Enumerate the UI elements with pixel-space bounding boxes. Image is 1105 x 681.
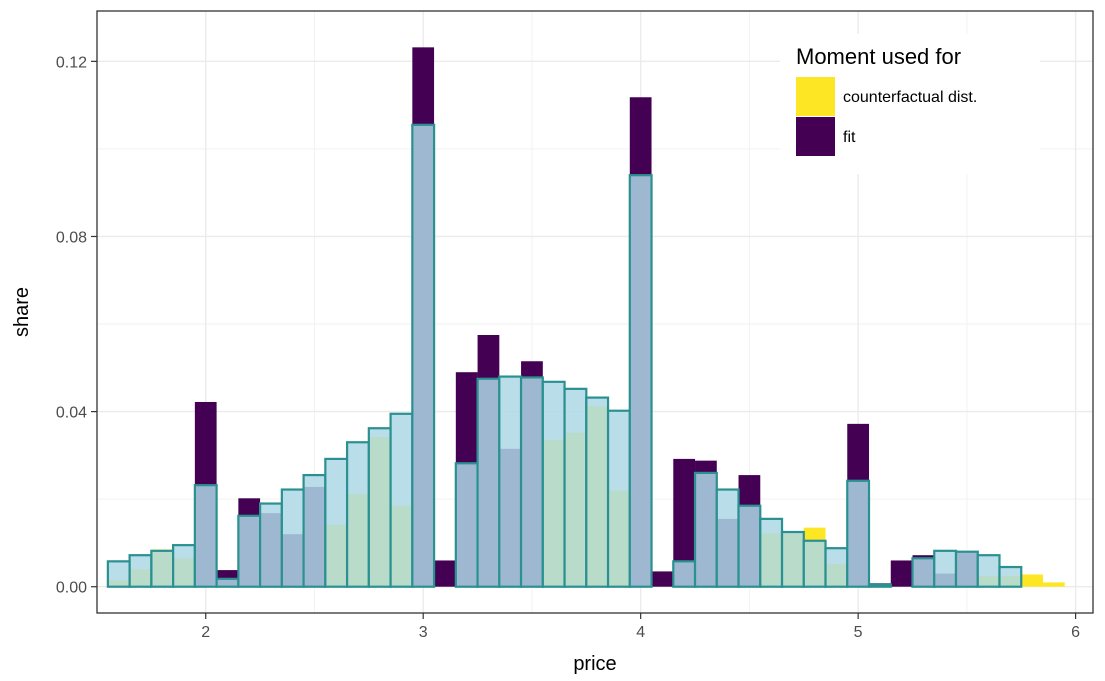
bar-series2: [237, 514, 262, 588]
bar-series2: [541, 380, 566, 588]
bar-series2: [954, 550, 979, 588]
bar-series2: [628, 174, 653, 588]
bar-series2: [324, 457, 349, 588]
bar-series1: [434, 560, 456, 587]
plot-border: [96, 10, 1094, 614]
bar-series2: [846, 479, 871, 588]
bar-series2: [672, 560, 697, 588]
bar-series2: [911, 557, 936, 588]
legend-key-counterfactual: [796, 77, 835, 116]
bar-series2: [867, 583, 892, 588]
bar-series2: [367, 427, 392, 588]
legend-key-fit: [796, 117, 835, 156]
bar-series1: [673, 458, 696, 587]
bar-series2: [454, 462, 479, 588]
bar-series2: [606, 409, 631, 588]
bar-series2: [585, 396, 610, 588]
bar-series2: [498, 375, 523, 588]
bar-series2: [345, 441, 370, 588]
bar-series2: [172, 544, 196, 588]
bar-series2: [780, 530, 805, 588]
bar-series2: [737, 504, 762, 588]
bar-series2: [389, 412, 414, 588]
x-tick-label: 2: [201, 624, 210, 641]
bar-series2: [280, 488, 305, 588]
legend-label-fit: fit: [843, 129, 856, 146]
y-axis: 0.00 0.04 0.08 0.12: [56, 54, 97, 597]
bar-series1: [651, 571, 674, 587]
bar-series2: [193, 484, 218, 588]
bar-series2: [106, 560, 131, 588]
y-axis-title: share: [11, 287, 33, 337]
bar-series0: [1021, 574, 1043, 587]
bar-series2: [976, 554, 1001, 588]
y-tick-label: 0.04: [56, 405, 87, 422]
x-axis-title: price: [573, 653, 616, 675]
y-tick-label: 0.00: [56, 580, 87, 597]
bar-series2: [302, 473, 327, 588]
bar-series2: [693, 471, 718, 588]
bar-series2: [759, 517, 784, 588]
bar-series2: [411, 123, 436, 588]
x-tick-label: 5: [854, 624, 863, 641]
bar-series2: [150, 549, 175, 588]
bar-series2: [933, 549, 958, 588]
bars: [106, 47, 1065, 588]
bar-series1: [890, 560, 913, 587]
bar-series2: [519, 376, 544, 588]
bar-series2: [563, 387, 588, 588]
y-tick-label: 0.12: [56, 54, 87, 71]
bar-series2: [259, 502, 283, 588]
bar-series0: [1042, 582, 1065, 587]
y-tick-label: 0.08: [56, 229, 87, 246]
legend: Moment used for counterfactual dist. fit: [780, 34, 1040, 174]
x-tick-label: 4: [636, 624, 645, 641]
legend-label-counterfactual: counterfactual dist.: [843, 89, 977, 106]
bar-series2: [824, 547, 849, 588]
legend-title: Moment used for: [796, 44, 961, 69]
bar-series2: [215, 577, 240, 588]
x-axis: 2 3 4 5 6: [201, 613, 1080, 641]
x-tick-label: 6: [1071, 624, 1080, 641]
bar-series2: [715, 488, 740, 588]
x-tick-label: 3: [419, 624, 428, 641]
bar-series2: [998, 565, 1023, 588]
bar-series2: [476, 377, 501, 588]
bar-series2: [128, 554, 153, 588]
bar-series2: [802, 539, 827, 588]
